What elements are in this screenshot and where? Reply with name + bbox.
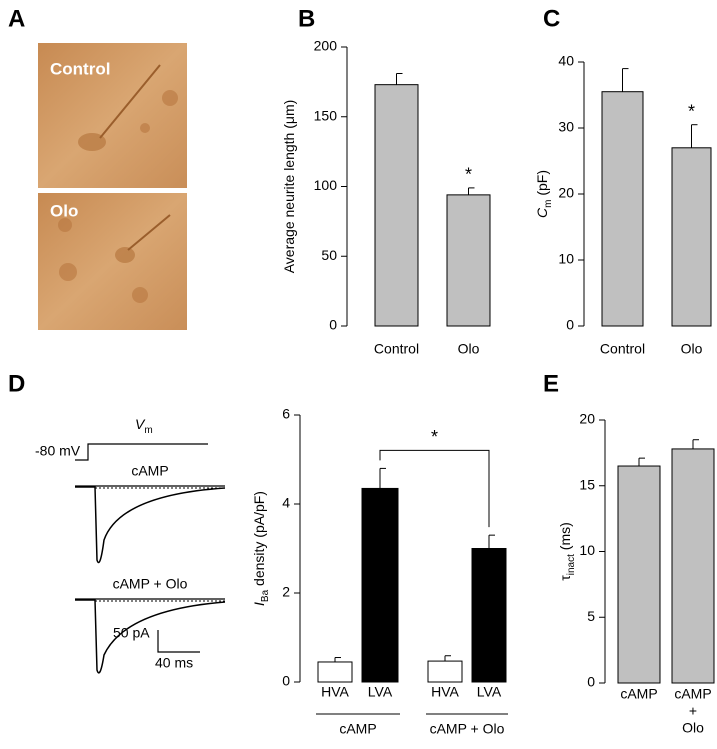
y-tick-label: 0 (566, 317, 574, 333)
scale-label: 40 ms (155, 655, 193, 671)
y-label-part: (pF) (534, 170, 550, 200)
y-tick-label: 5 (587, 608, 595, 624)
bar (374, 84, 419, 327)
y-tick-label: 30 (558, 119, 574, 135)
group-label: cAMP (339, 721, 376, 737)
y-tick-label: 20 (558, 185, 574, 201)
x-tick-label: cAMP (620, 686, 657, 702)
x-tick-label: Control (600, 341, 645, 357)
panel-label: B (298, 5, 315, 32)
y-tick-label: 10 (579, 542, 595, 558)
x-tick-label: Control (374, 341, 419, 357)
y-axis-label: τinact (ms) (557, 522, 577, 581)
panel-label: D (8, 370, 25, 397)
error-bar (691, 124, 698, 148)
y-axis-label: Cm (pF) (534, 170, 554, 218)
error-bar (622, 68, 629, 92)
trace-label: cAMP + Olo (113, 576, 188, 592)
y-tick-label: 40 (558, 53, 574, 69)
error-bar (468, 187, 475, 195)
image-label: Olo (50, 201, 78, 220)
x-tick-label: HVA (321, 684, 349, 700)
significance-mark: * (431, 427, 438, 447)
x-tick-label: Olo (458, 341, 480, 357)
bar (317, 661, 353, 683)
current-traces (75, 443, 226, 674)
y-label-part: inact (566, 554, 577, 575)
x-tick-label: HVA (431, 684, 459, 700)
x-tick-label: cAMP (674, 686, 711, 702)
bar (361, 487, 399, 683)
y-tick-label: 150 (314, 107, 338, 123)
y-axis-label: IBa density (pA/pF) (251, 491, 271, 606)
panel-label: E (543, 370, 559, 397)
y-tick-label: 100 (314, 177, 338, 193)
y-label-part: τ (557, 575, 573, 581)
x-tick-label: Olo (682, 720, 704, 736)
error-bar (488, 534, 495, 549)
significance-mark: * (688, 101, 695, 121)
x-tick-label: LVA (477, 684, 502, 700)
micrograph: Olo (38, 193, 187, 330)
y-tick-label: 10 (558, 251, 574, 267)
error-bar (334, 657, 341, 662)
y-label-part: density (pA/pF) (251, 491, 267, 590)
scale-label: 50 pA (113, 625, 150, 641)
x-tick-label: + (689, 703, 697, 719)
significance-bracket (379, 449, 490, 528)
error-bar (692, 439, 699, 449)
y-tick-label: 6 (282, 406, 290, 422)
bar (427, 660, 463, 683)
significance-mark: * (465, 165, 472, 185)
vm: V (135, 416, 146, 432)
bar (617, 465, 661, 684)
x-tick-label: Olo (681, 341, 703, 357)
panel-label: A (8, 5, 25, 32)
vm-sub: m (144, 425, 152, 436)
y-tick-label: 2 (282, 584, 290, 600)
y-tick-label: 0 (587, 674, 595, 690)
y-tick-label: 0 (329, 317, 337, 333)
image-label: Control (50, 59, 110, 78)
error-bar (638, 457, 645, 467)
group-label: cAMP + Olo (430, 721, 505, 737)
bar (671, 147, 712, 327)
y-label-part: I (251, 602, 267, 606)
bar (601, 91, 644, 327)
panel-label: C (543, 5, 560, 32)
y-tick-label: 20 (579, 411, 595, 427)
y-tick-label: 200 (314, 38, 338, 54)
trace-label: cAMP (131, 463, 168, 479)
y-label-part: (ms) (557, 522, 573, 554)
error-bar (379, 467, 386, 489)
micrograph: Control (38, 43, 187, 188)
x-tick-label: LVA (368, 684, 393, 700)
y-tick-label: 15 (579, 476, 595, 492)
y-label-part: m (543, 200, 554, 208)
y-label-part: Average neurite length (μm) (281, 100, 297, 274)
y-tick-label: 0 (282, 673, 290, 689)
step-label: -80 mV (35, 443, 81, 459)
y-axis-label: Average neurite length (μm) (281, 100, 297, 274)
bar (446, 194, 491, 327)
bar (471, 548, 507, 683)
y-label-part: C (534, 207, 550, 218)
y-tick-label: 4 (282, 495, 290, 511)
vm-label: Vm (135, 416, 153, 436)
error-bar (396, 73, 403, 85)
y-tick-label: 50 (321, 247, 337, 263)
y-label-part: Ba (260, 589, 271, 602)
bar (671, 448, 715, 684)
error-bar (444, 655, 451, 662)
